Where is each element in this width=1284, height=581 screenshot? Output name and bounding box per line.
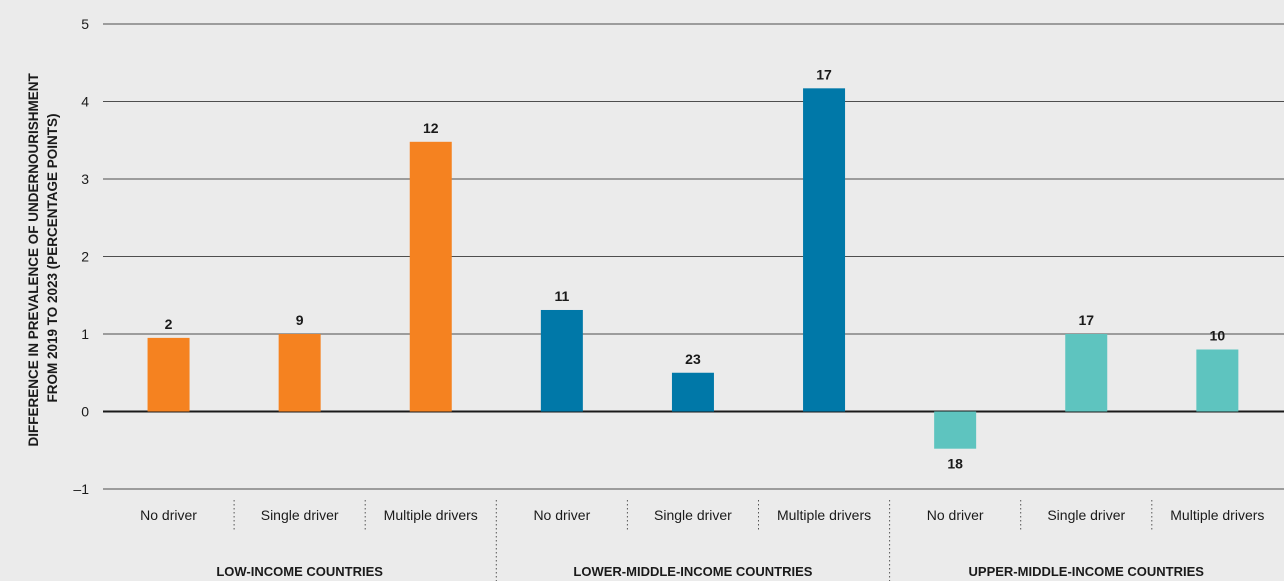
bar [540,309,583,412]
group-label: UPPER-MIDDLE-INCOME COUNTRIES [969,564,1205,579]
y-tick-label: 2 [81,249,89,265]
bar [671,372,714,412]
data-label: 2 [165,316,173,332]
data-label: 10 [1210,328,1226,344]
bar [803,88,846,412]
y-tick-labels: 5 4 3 2 1 0 –1 [73,16,89,497]
y-tick-label: 0 [81,404,89,420]
category-label: No driver [533,507,590,523]
category-label: Multiple drivers [777,507,871,523]
y-tick-label: –1 [73,481,89,497]
bar [1065,334,1108,412]
category-label: Multiple drivers [1170,507,1264,523]
y-tick-label: 1 [81,326,89,342]
y-tick-label: 5 [81,16,89,32]
category-label: Multiple drivers [384,507,478,523]
data-label: 18 [947,456,963,472]
category-label: No driver [140,507,197,523]
category-label: Single driver [1047,507,1125,523]
group-label: LOW-INCOME COUNTRIES [216,564,383,579]
category-label: No driver [927,507,984,523]
category-label: Single driver [654,507,732,523]
data-label: 17 [1078,312,1094,328]
data-label: 9 [296,312,304,328]
y-axis-title-line-1: DIFFERENCE IN PREVALENCE OF UNDERNOURISH… [26,73,41,447]
category-label: Single driver [261,507,339,523]
grid-layer [103,23,1284,490]
y-axis-title: DIFFERENCE IN PREVALENCE OF UNDERNOURISH… [26,69,60,446]
bar [147,337,190,412]
data-label: 11 [554,288,569,304]
y-tick-label: 4 [81,94,89,110]
separators [233,500,1153,581]
category-labels: No driver Single driver Multiple drivers No… [140,507,1264,523]
y-tick-label: 3 [81,171,89,187]
bars [147,88,1239,449]
bar [1196,349,1239,412]
group-labels: LOW-INCOME COUNTRIES LOWER-MIDDLE-INCOME … [216,564,1204,579]
data-label: 17 [816,66,832,82]
y-axis-title-line-2: FROM 2019 TO 2023 (PERCENTAGE POINTS) [45,113,60,402]
group-label: LOWER-MIDDLE-INCOME COUNTRIES [573,564,812,579]
bar [409,141,452,412]
data-labels: 2 9 12 11 23 17 18 17 10 [165,66,1226,471]
bar [278,334,321,412]
data-label: 23 [685,351,701,367]
data-label: 12 [423,120,439,136]
bar [934,411,977,449]
